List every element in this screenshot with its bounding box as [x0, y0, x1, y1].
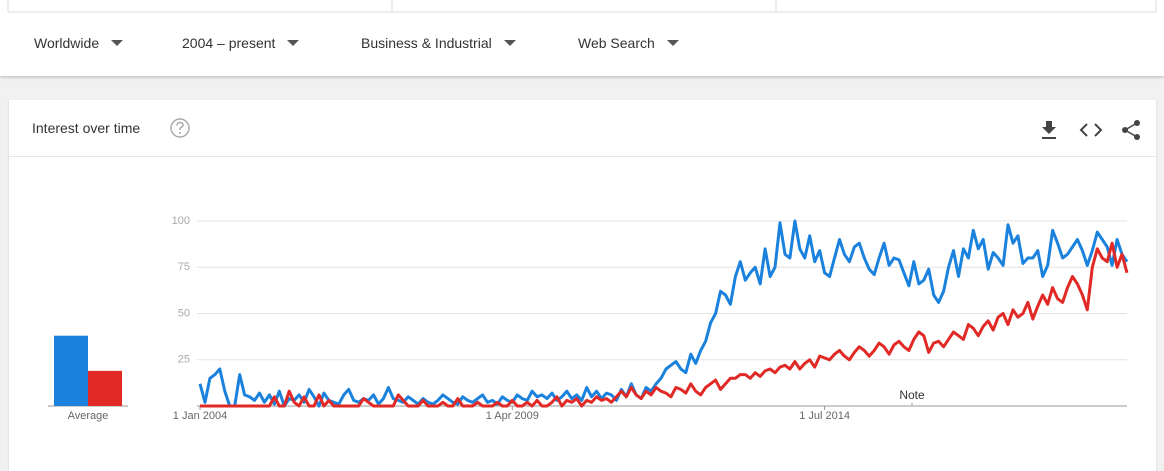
share-icon[interactable]: [1122, 120, 1140, 140]
y-tick-label: 25: [178, 354, 190, 366]
download-icon[interactable]: [1042, 121, 1056, 139]
search-type-filter[interactable]: Web Search: [578, 35, 679, 51]
embed-icon[interactable]: [1079, 123, 1103, 137]
filter-label: Business & Industrial: [361, 35, 492, 51]
card-title: Interest over time: [32, 120, 141, 136]
filter-label: Web Search: [578, 35, 655, 51]
category-filter[interactable]: Business & Industrial: [361, 35, 516, 51]
filter-bar: Worldwide 2004 – present Business & Indu…: [0, 0, 1164, 76]
filter-label: Worldwide: [34, 35, 100, 51]
y-tick-label: 75: [178, 261, 190, 273]
tab-strip: [7, 0, 1157, 13]
filter-label: 2004 – present: [182, 35, 276, 51]
average-bar: [88, 370, 122, 406]
annotation[interactable]: Note: [899, 388, 925, 402]
y-tick-label: 100: [172, 215, 190, 227]
average-label: Average: [68, 410, 109, 422]
y-tick-label: 50: [178, 307, 190, 319]
divider: [9, 156, 1156, 157]
line-series: [198, 219, 1129, 408]
line-series: [200, 241, 1129, 408]
x-tick-label: 1 Jan 2004: [173, 410, 227, 422]
x-tick-label: 1 Jul 2014: [799, 410, 850, 422]
help-icon[interactable]: [169, 117, 191, 139]
time-filter[interactable]: 2004 – present: [182, 35, 300, 51]
region-filter[interactable]: Worldwide: [34, 35, 124, 51]
card-actions: [1042, 120, 1140, 140]
average-bar: [54, 335, 88, 406]
x-tick-label: 1 Apr 2009: [486, 410, 539, 422]
